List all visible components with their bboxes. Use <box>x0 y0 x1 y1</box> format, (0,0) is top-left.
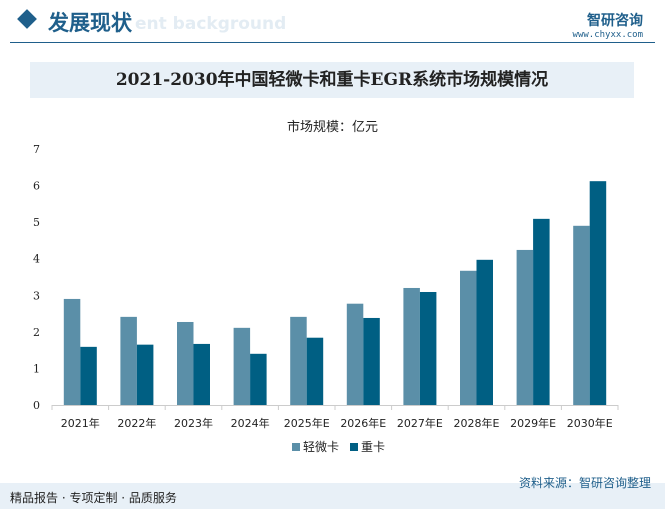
bar-light-8 <box>516 249 534 405</box>
bar-heavy-7 <box>476 259 493 405</box>
bar-light-1 <box>120 316 137 405</box>
x-tick-label: 2022年 <box>117 416 156 430</box>
bar-light-3 <box>233 327 251 405</box>
unit-label: 市场规模：亿元 <box>286 120 378 135</box>
x-tick-label: 2026年E <box>340 416 386 430</box>
bar-light-0 <box>63 298 81 405</box>
y-tick-label: 2 <box>33 326 40 339</box>
x-tick-label: 2027年E <box>397 416 443 430</box>
y-tick-label: 7 <box>33 143 40 156</box>
bar-heavy-0 <box>80 346 97 405</box>
y-tick-label: 6 <box>33 180 40 193</box>
bar-heavy-5 <box>363 317 380 405</box>
bar-heavy-3 <box>250 353 267 405</box>
y-tick-label: 0 <box>33 399 40 412</box>
source-note: 资料来源：智研咨询整理 <box>518 476 651 490</box>
logo: 智研咨询 www.chyxx.com <box>573 10 643 40</box>
bar-heavy-1 <box>136 344 154 405</box>
y-tick-label: 3 <box>33 289 40 302</box>
bar-light-6 <box>403 287 420 405</box>
x-tick-label: 2029年E <box>510 416 556 430</box>
header-title: 发展现状 <box>48 11 132 35</box>
header-divider <box>10 42 655 43</box>
footer-slogan: 精品报告 · 专项定制 · 品质服务 <box>10 491 177 505</box>
y-tick-label: 1 <box>33 362 40 375</box>
bar-light-4 <box>290 316 307 405</box>
bar-heavy-6 <box>419 291 437 405</box>
y-tick-label: 4 <box>33 253 40 266</box>
bar-light-5 <box>346 303 364 405</box>
x-tick-label: 2025年E <box>284 416 330 430</box>
logo-name: 智研咨询 <box>587 13 643 29</box>
x-tick-label: 2021年 <box>61 416 100 430</box>
bar-heavy-4 <box>306 337 324 405</box>
legend-swatch <box>350 443 358 451</box>
header: ent background 发展现状 智研咨询 www.chyxx.com <box>0 0 665 44</box>
legend-label: 重卡 <box>361 440 385 454</box>
bar-light-7 <box>460 270 477 405</box>
chart-title: 2021-2030年中国轻微卡和重卡EGR系统市场规模情况 <box>30 62 634 98</box>
bar-heavy-9 <box>589 181 607 405</box>
x-tick-label: 2028年E <box>454 416 500 430</box>
bar-light-2 <box>177 321 194 405</box>
bar-heavy-2 <box>193 343 210 405</box>
x-tick-label: 2023年 <box>174 416 213 430</box>
x-tick-label: 2024年 <box>231 416 270 430</box>
header-ghost-text: ent background <box>135 14 287 34</box>
logo-url: www.chyxx.com <box>572 30 643 40</box>
legend-label: 轻微卡 <box>303 440 339 454</box>
footer: 精品报告 · 专项定制 · 品质服务 <box>0 483 665 509</box>
bar-heavy-8 <box>533 218 550 405</box>
x-tick-label: 2030年E <box>567 416 613 430</box>
bar-light-9 <box>573 225 590 405</box>
legend-swatch <box>292 443 300 451</box>
y-tick-label: 5 <box>33 216 40 229</box>
